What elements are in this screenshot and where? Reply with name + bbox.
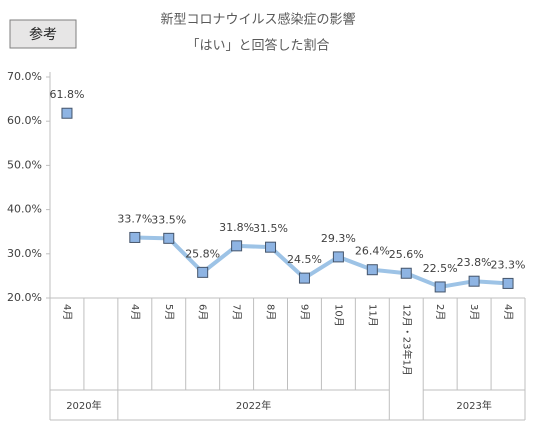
x-group-label: 2023年 (456, 399, 491, 412)
x-tick-label: 11月 (366, 304, 378, 327)
marker (129, 231, 141, 243)
marker (197, 266, 209, 278)
marker (400, 267, 412, 279)
data-label: 29.3% (321, 232, 356, 245)
data-label: 23.3% (491, 258, 526, 271)
y-tick-label: 20.0% (7, 291, 42, 304)
x-group-label: 2020年 (66, 399, 101, 412)
x-tick-label: 10月 (332, 304, 344, 327)
y-tick-label: 30.0% (7, 247, 42, 260)
marker (298, 272, 310, 284)
x-tick-label: 4月 (502, 304, 514, 320)
tag: 参考 (29, 26, 57, 43)
x-tick-label: 4月 (129, 304, 141, 320)
x-tick-label: 8月 (265, 304, 277, 320)
marker (332, 251, 344, 263)
marker (163, 232, 175, 244)
x-tick-label: 12月・23年1月 (400, 304, 413, 376)
y-tick-label: 60.0% (7, 114, 42, 127)
data-label: 33.5% (151, 213, 186, 226)
marker (231, 240, 243, 252)
marker (502, 277, 514, 289)
y-tick-label: 70.0% (7, 70, 42, 83)
marker (434, 281, 446, 293)
data-label: 61.8% (49, 88, 84, 101)
chart-title: 新型コロナウイルス感染症の影響 (160, 12, 355, 28)
tag-box (9, 19, 77, 49)
marker (468, 275, 480, 287)
x-tick-label: 7月 (231, 304, 243, 320)
y-tick-label: 40.0% (7, 203, 42, 216)
data-label: 25.8% (185, 247, 220, 260)
x-tick-label: 2月 (434, 304, 446, 320)
x-group-label: 2022年 (236, 399, 271, 412)
x-tick-label: 5月 (163, 304, 175, 320)
y-tick-label: 50.0% (7, 158, 42, 171)
data-label: 24.5% (287, 253, 322, 266)
marker (366, 264, 378, 276)
marker (265, 241, 277, 253)
data-label: 31.8% (219, 221, 254, 234)
marker (61, 107, 73, 119)
x-tick-label: 3月 (468, 304, 480, 320)
x-tick-label: 9月 (298, 304, 310, 320)
data-label: 25.6% (389, 248, 424, 261)
data-label: 33.7% (117, 212, 152, 225)
x-tick-label: 6月 (197, 304, 209, 320)
chart-subtitle: 「はい」と回答した割合 (186, 38, 329, 54)
data-label: 31.5% (253, 222, 288, 235)
data-label: 23.8% (457, 256, 492, 269)
data-label: 22.5% (423, 262, 458, 275)
series-line (134, 235, 509, 289)
data-label: 26.4% (355, 245, 390, 258)
x-tick-label: 4月 (61, 304, 73, 320)
